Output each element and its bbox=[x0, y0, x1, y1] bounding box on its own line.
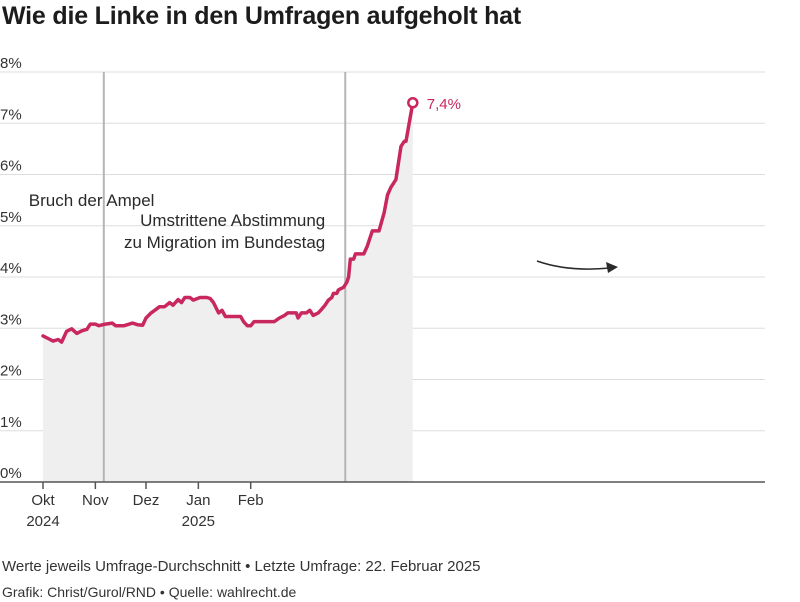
y-tick-label: 4% bbox=[0, 260, 22, 277]
y-axis-labels: 0% 1% 2% 3% 4% 5% 6% 7% 8% bbox=[0, 55, 22, 482]
x-tick-year: 2025 bbox=[182, 513, 215, 530]
y-tick-label: 5% bbox=[0, 209, 22, 226]
x-tick-label: Feb bbox=[238, 492, 264, 509]
x-tick-label: Nov bbox=[82, 492, 109, 509]
x-tick-label: Jan bbox=[186, 492, 210, 509]
y-tick-label: 6% bbox=[0, 158, 22, 175]
chart-title: Wie die Linke in den Umfragen aufgeholt … bbox=[2, 2, 522, 30]
y-tick-label: 0% bbox=[0, 465, 22, 482]
event-lines bbox=[102, 72, 347, 482]
annotation-bruch-der-ampel: Bruch der Ampel bbox=[29, 191, 155, 210]
y-tick-label: 1% bbox=[0, 414, 22, 431]
y-tick-label: 2% bbox=[0, 363, 22, 380]
x-tick-label: Dez bbox=[133, 492, 160, 509]
footer-note: Werte jeweils Umfrage-Durchschnitt • Let… bbox=[2, 558, 481, 575]
last-value-label: 7,4% bbox=[427, 96, 461, 113]
y-tick-label: 7% bbox=[0, 106, 22, 123]
y-tick-label: 3% bbox=[0, 311, 22, 328]
y-tick-label: 8% bbox=[0, 55, 22, 72]
last-value-marker bbox=[407, 97, 419, 109]
area-fill bbox=[43, 102, 413, 483]
footer-source: Grafik: Christ/Gurol/RND • Quelle: wahlr… bbox=[2, 584, 297, 600]
annotation-arrowhead bbox=[606, 262, 618, 273]
x-tick-year: 2024 bbox=[26, 513, 59, 530]
x-axis-labels: Okt 2024 Nov Dez Jan 2025 Feb bbox=[26, 482, 264, 530]
annotation-arrow bbox=[536, 260, 611, 270]
x-tick-label: Okt bbox=[31, 492, 55, 509]
series-line bbox=[41, 101, 415, 344]
annotation-migration-line: zu Migration im Bundestag bbox=[124, 233, 325, 252]
end-point: 7,4% bbox=[407, 96, 461, 113]
annotation-migration-line: Umstrittene Abstimmung bbox=[140, 211, 325, 230]
